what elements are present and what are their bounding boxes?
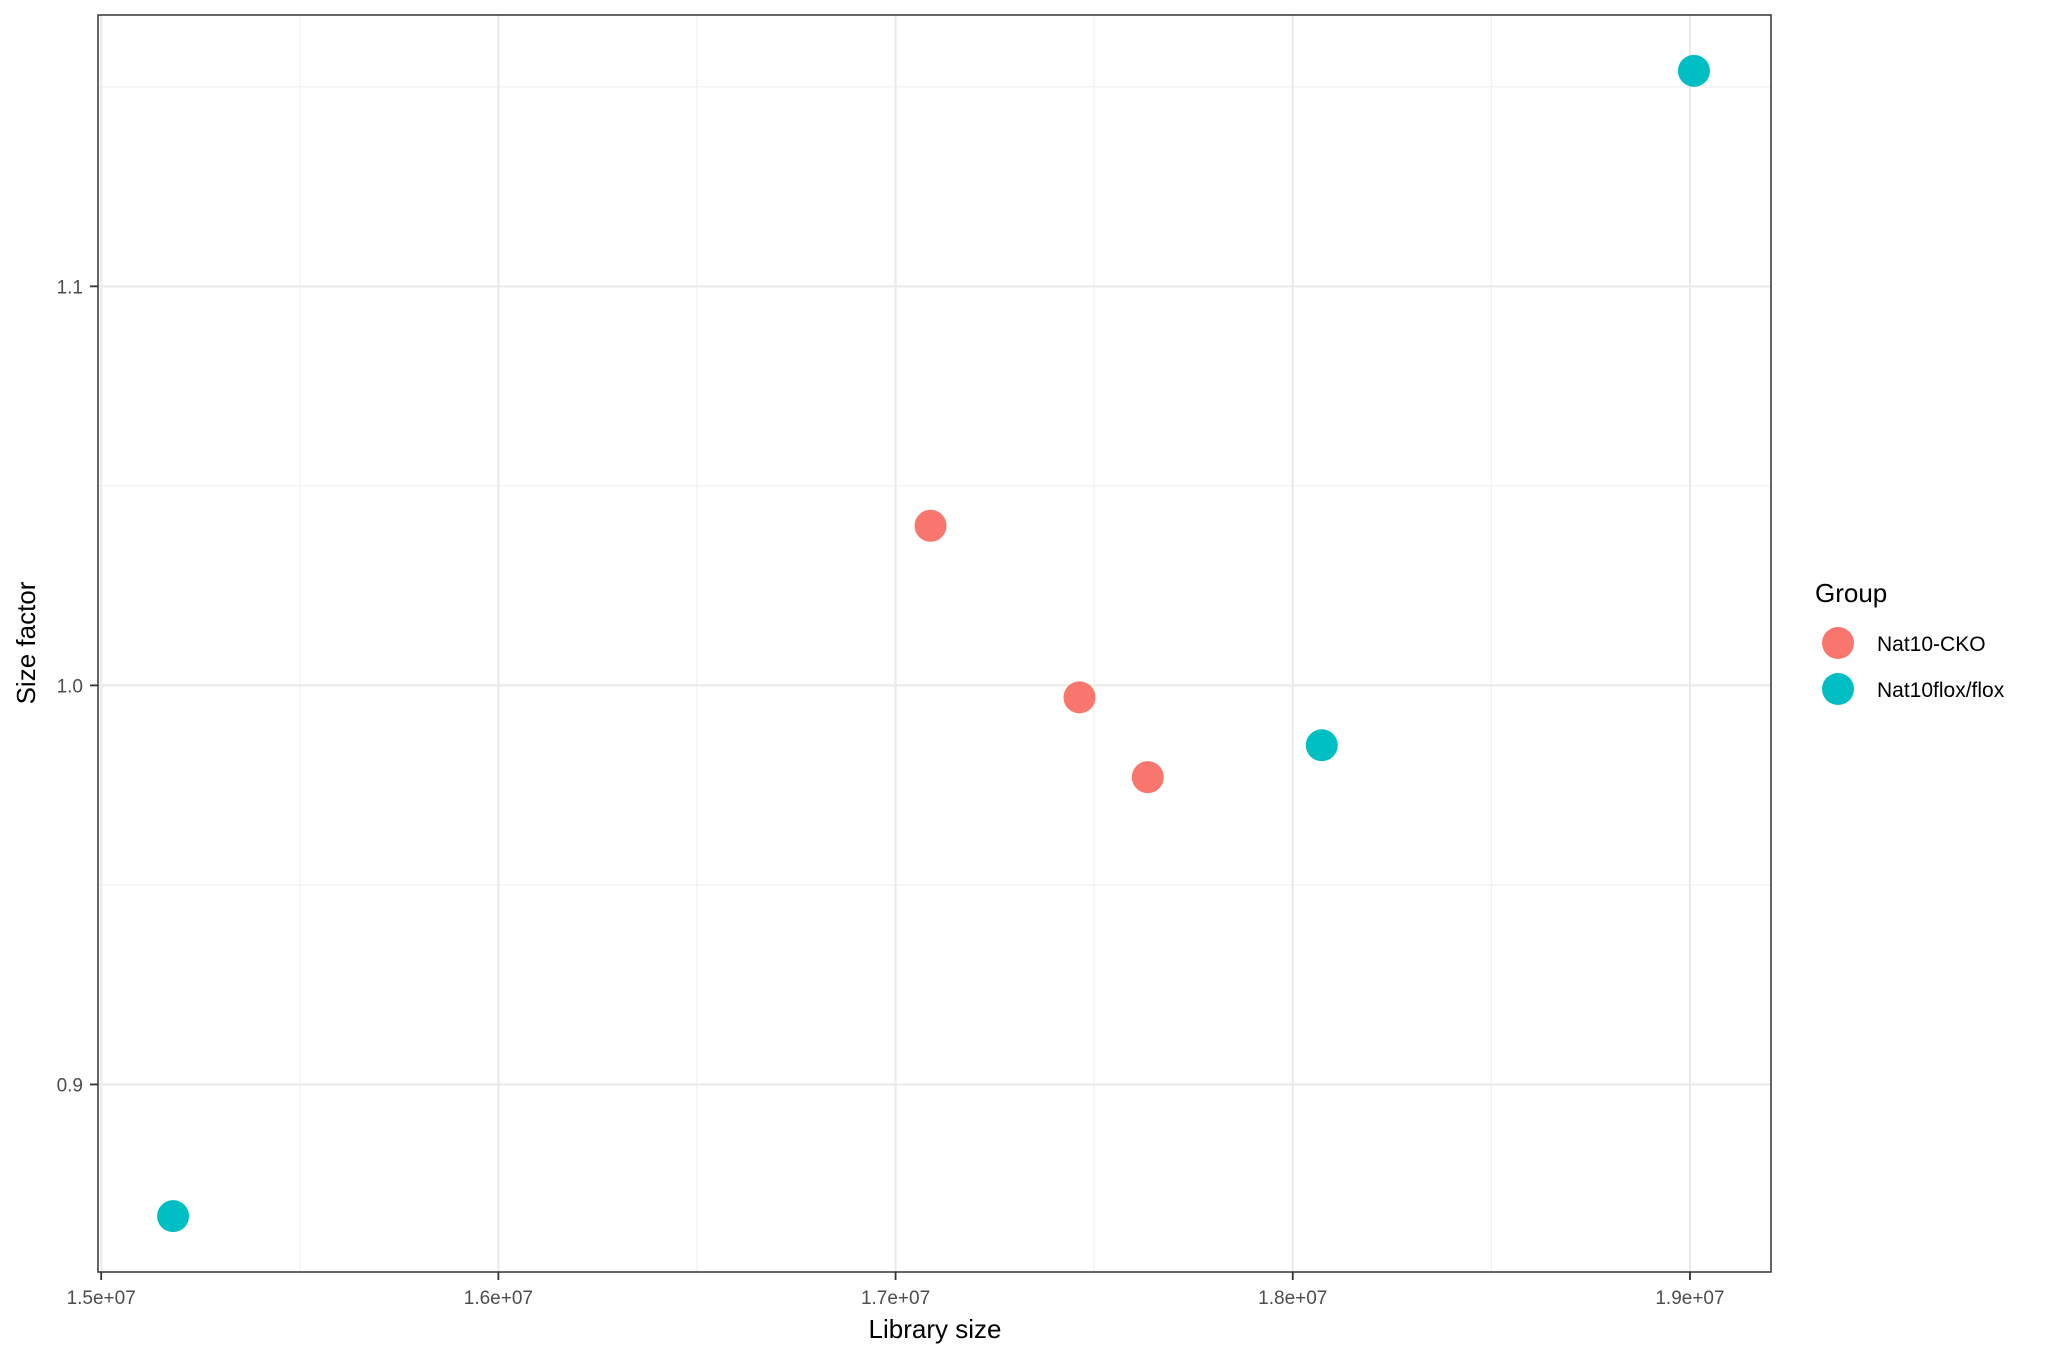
data-point: [1677, 54, 1710, 87]
x-tick-label: 1.5e+07: [67, 1288, 136, 1309]
major-gridlines: [98, 15, 1771, 1272]
data-point: [1131, 761, 1164, 794]
legend-label: Nat10-CKO: [1877, 633, 1986, 656]
x-axis-ticks: 1.5e+07 1.6e+07 1.7e+07 1.8e+07 1.9e+07: [67, 1272, 1725, 1309]
y-axis-ticks: 0.9 1.0 1.1: [57, 277, 98, 1096]
y-axis-title: Size factor: [11, 581, 41, 704]
x-tick-label: 1.6e+07: [464, 1288, 533, 1309]
x-axis-title: Library size: [869, 1314, 1002, 1344]
y-tick-label: 1.1: [57, 277, 83, 298]
legend-key-circle-icon: [1822, 673, 1854, 705]
data-point: [1063, 681, 1096, 714]
y-tick-label: 0.9: [57, 1075, 83, 1096]
legend-key-circle-icon: [1822, 627, 1854, 659]
data-point: [914, 509, 947, 542]
y-tick-label: 1.0: [57, 676, 83, 697]
data-points: [157, 54, 1710, 1233]
minor-gridlines: [98, 15, 1771, 1272]
x-tick-label: 1.8e+07: [1258, 1288, 1327, 1309]
data-point: [157, 1200, 190, 1233]
legend-label: Nat10flox/flox: [1877, 679, 2005, 702]
x-tick-label: 1.9e+07: [1655, 1288, 1724, 1309]
panel-border: [97, 14, 1772, 1273]
legend-title: Group: [1815, 578, 1887, 608]
x-tick-label: 1.7e+07: [861, 1288, 930, 1309]
legend: Group Nat10-CKO Nat10flox/flox: [1815, 578, 2005, 705]
data-point: [1305, 729, 1338, 762]
legend-item-nat10-cko: Nat10-CKO: [1822, 627, 1986, 659]
legend-item-nat10flox-flox: Nat10flox/flox: [1822, 673, 2005, 705]
